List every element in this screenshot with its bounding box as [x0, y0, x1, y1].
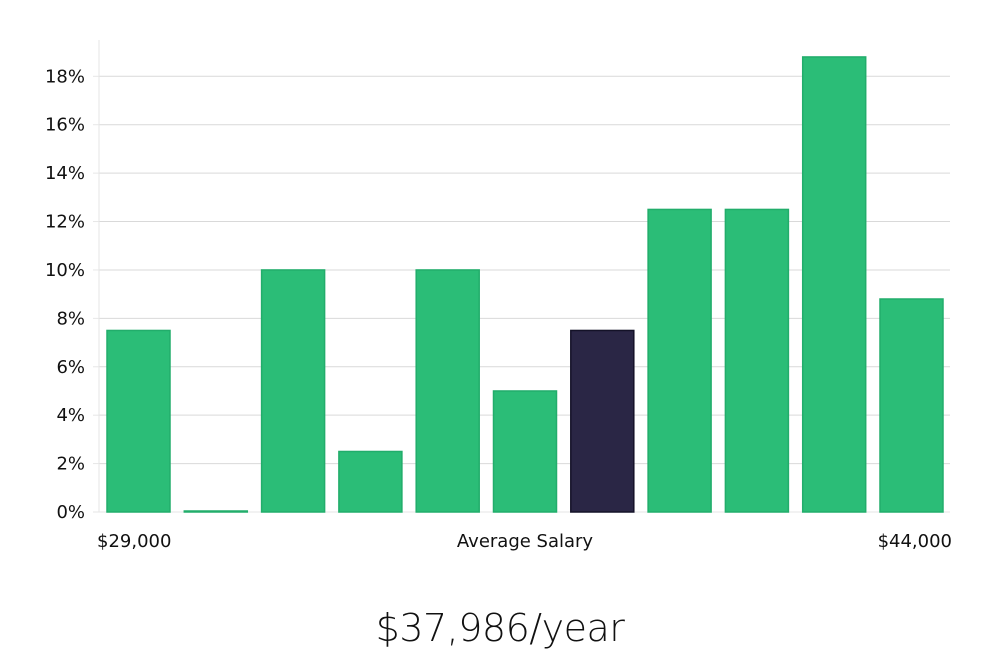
x-axis-title: Average Salary — [457, 531, 594, 552]
y-tick-label: 0% — [56, 502, 85, 523]
bar — [647, 208, 712, 513]
bar — [415, 269, 480, 513]
y-tick-label: 18% — [45, 66, 85, 87]
x-max-label: $44,000 — [878, 531, 952, 552]
bar — [260, 269, 326, 513]
bar-highlighted — [570, 329, 635, 513]
y-tick-label: 2% — [56, 454, 85, 475]
gridlines — [99, 75, 950, 465]
y-tick-label: 6% — [56, 357, 85, 378]
y-tick-labels: 0% 2% 4% 6% 8% 10% 12% 14% 16% 18% — [45, 66, 85, 523]
bar — [879, 298, 944, 513]
y-tick-label: 16% — [45, 115, 85, 136]
bar — [492, 390, 558, 513]
bar — [338, 450, 403, 513]
x-min-label: $29,000 — [97, 531, 171, 552]
bar — [801, 56, 867, 513]
bars — [106, 56, 944, 513]
bar — [183, 510, 249, 513]
y-tick-label: 12% — [45, 212, 85, 233]
y-tick-label: 10% — [45, 260, 85, 281]
average-salary-value: $37,986/year — [375, 606, 625, 650]
y-tick-label: 4% — [56, 405, 85, 426]
bar — [106, 329, 171, 513]
y-tick-label: 8% — [56, 308, 85, 329]
bar — [724, 208, 790, 513]
y-tick-label: 14% — [45, 163, 85, 184]
